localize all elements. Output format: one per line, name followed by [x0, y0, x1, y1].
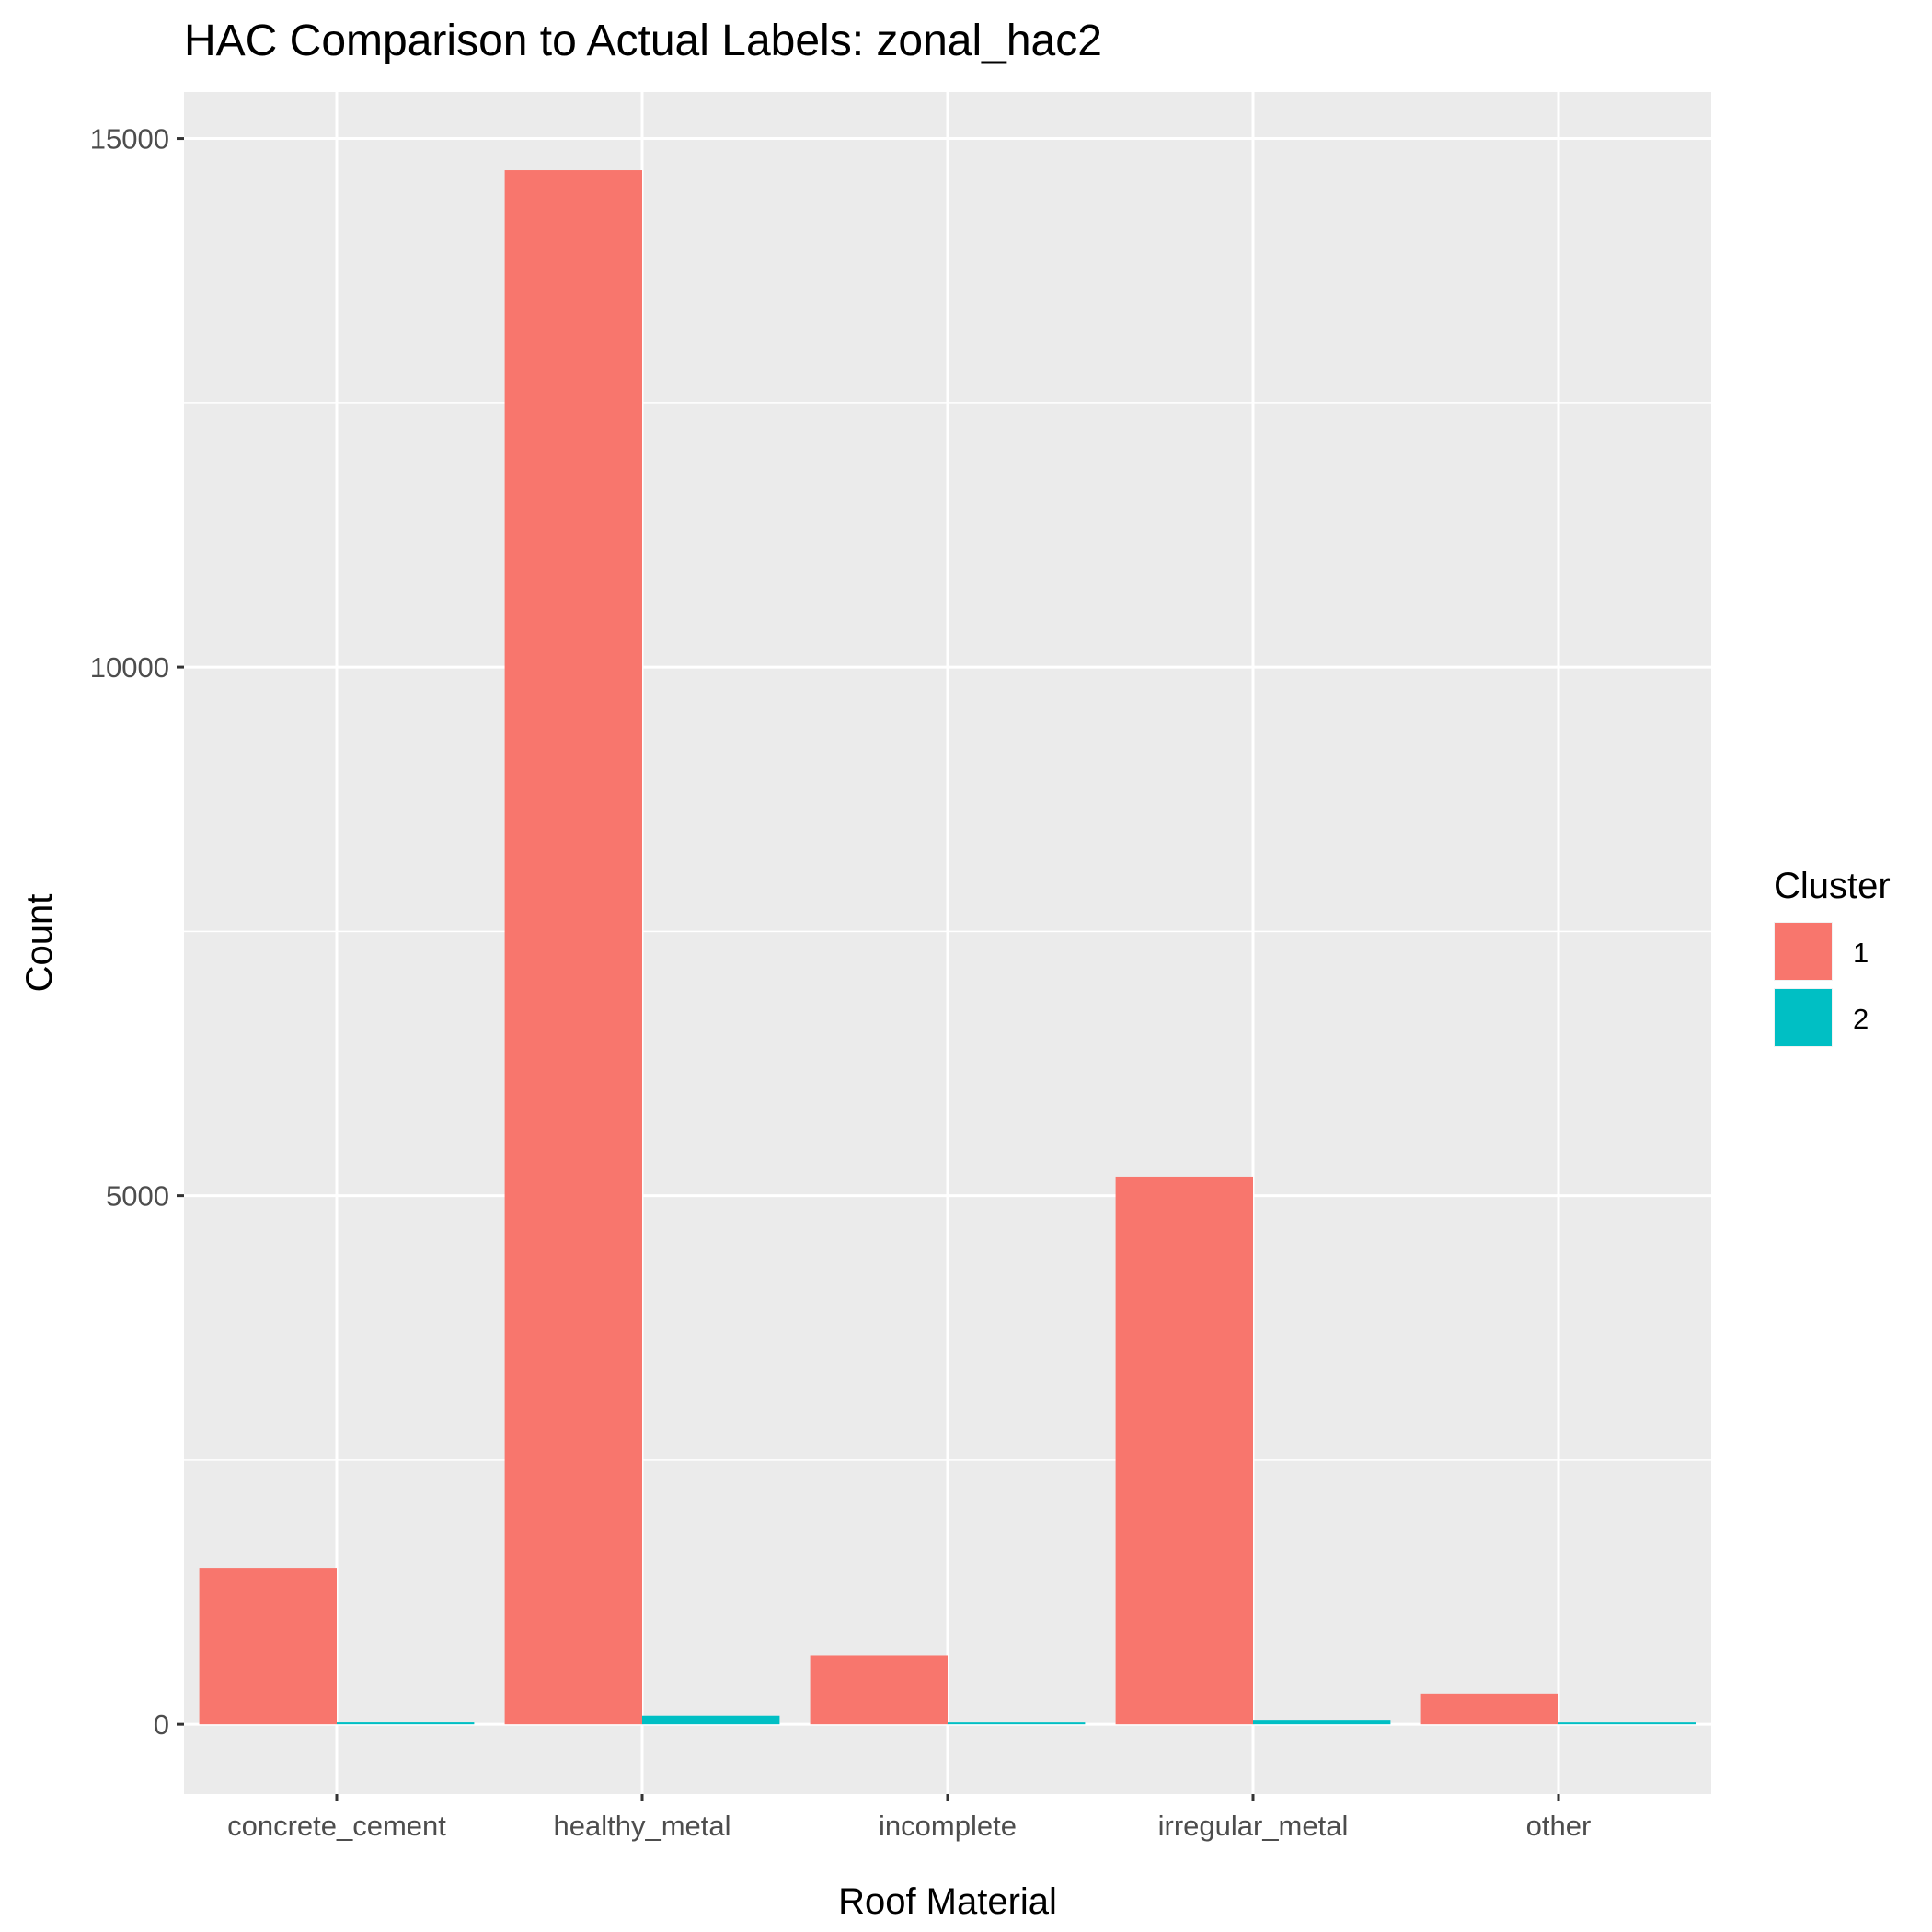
x-tick-label-4: other [1526, 1810, 1592, 1842]
y-tick-label-3: 15000 [90, 123, 169, 155]
bar-healthy_metal-cluster-2 [642, 1715, 780, 1725]
legend-title: Cluster [1774, 866, 1891, 906]
bar-irregular_metal-cluster-1 [1115, 1176, 1253, 1725]
y-tick-label-0: 0 [154, 1708, 169, 1741]
y-axis-title: Count [19, 894, 60, 993]
bar-concrete_cement-cluster-1 [199, 1568, 337, 1725]
bar-irregular_metal-cluster-2 [1253, 1720, 1391, 1725]
x-tick-label-1: healthy_metal [553, 1810, 730, 1842]
x-tick-label-3: irregular_metal [1158, 1810, 1349, 1842]
bar-concrete_cement-cluster-2 [337, 1722, 475, 1725]
legend: Cluster 12 [1774, 866, 1891, 1047]
bars [199, 170, 1696, 1725]
bar-incomplete-cluster-2 [948, 1722, 1086, 1725]
bar-other-cluster-1 [1420, 1693, 1558, 1725]
bar-incomplete-cluster-1 [810, 1655, 948, 1725]
y-axis: 0 5000 10000 15000 [90, 123, 184, 1741]
x-tick-label-2: incomplete [879, 1810, 1017, 1842]
legend-swatch-1 [1775, 923, 1832, 980]
bar-healthy_metal-cluster-1 [504, 170, 642, 1725]
legend-items: 12 [1774, 922, 1869, 1047]
chart-title: HAC Comparison to Actual Labels: zonal_h… [184, 17, 1102, 65]
x-tick-label-0: concrete_cement [227, 1810, 446, 1842]
y-tick-label-1: 5000 [106, 1180, 169, 1213]
legend-label-2: 2 [1853, 1003, 1869, 1035]
x-axis: concrete_cement healthy_metal incomplete ir… [227, 1794, 1591, 1842]
y-tick-label-2: 10000 [90, 651, 169, 684]
legend-swatch-2 [1775, 989, 1832, 1046]
bar-other-cluster-2 [1558, 1722, 1696, 1725]
legend-label-1: 1 [1853, 937, 1869, 969]
x-axis-title: Roof Material [838, 1881, 1057, 1922]
